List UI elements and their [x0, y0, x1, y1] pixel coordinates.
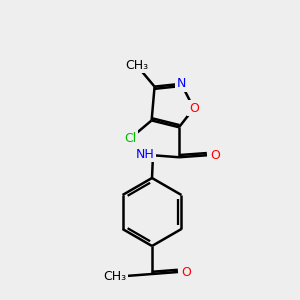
- Text: O: O: [181, 266, 191, 278]
- Text: NH: NH: [136, 148, 154, 161]
- Text: CH₃: CH₃: [125, 59, 148, 72]
- Text: CH₃: CH₃: [103, 269, 127, 283]
- Text: O: O: [210, 149, 220, 162]
- Text: N: N: [177, 77, 186, 90]
- Text: O: O: [189, 102, 199, 115]
- Text: Cl: Cl: [124, 132, 136, 145]
